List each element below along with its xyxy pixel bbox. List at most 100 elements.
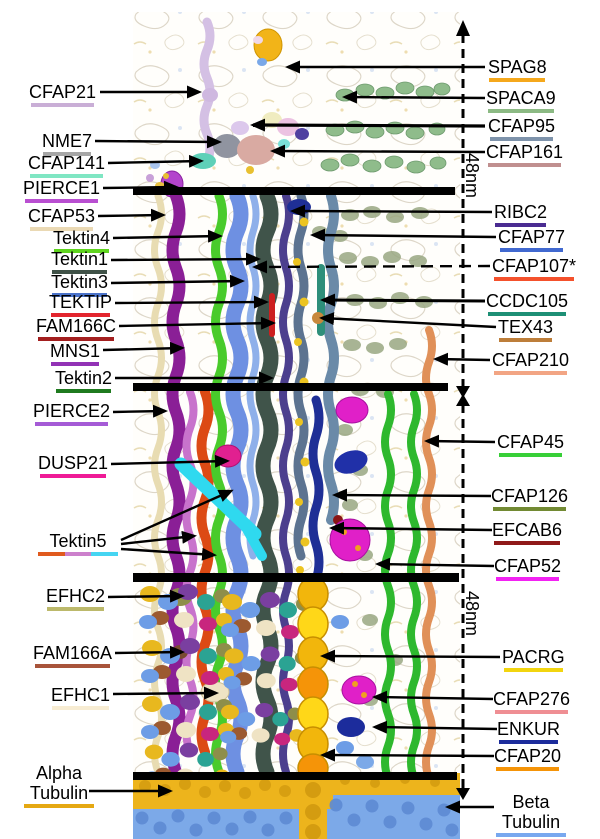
label-text: CFAP276 [493, 689, 571, 709]
label-tektin1: Tektin1 [51, 249, 108, 274]
label-cfap52: CFAP52 [494, 556, 561, 581]
label-text: CCDC105 [486, 291, 569, 311]
label-underline [495, 767, 560, 771]
label-text: CFAP53 [27, 206, 95, 226]
label-underline [494, 710, 569, 714]
label-text: CFAP126 [491, 486, 569, 506]
label-text: CFAP45 [497, 432, 565, 452]
label-text: CFAP20 [494, 746, 562, 766]
label-text: Beta Tubulin [501, 792, 561, 832]
label-cfap276: CFAP276 [493, 689, 570, 714]
label-ccdc105: CCDC105 [486, 291, 568, 316]
label-underline [52, 270, 107, 274]
label-underline [494, 277, 574, 281]
label-underline [495, 223, 546, 227]
label-pierce1: PIERCE1 [23, 178, 100, 203]
label-underline [498, 740, 559, 744]
underline-segment [64, 552, 92, 556]
label-tektin3: Tektin3 [51, 272, 108, 297]
scale-label-top: 48nm [462, 153, 482, 199]
label-text: CFAP141 [27, 153, 105, 173]
label-underline-tricolor [38, 552, 119, 556]
label-underline [489, 78, 546, 82]
label-underline [487, 109, 554, 113]
label-text: SPACA9 [486, 88, 556, 108]
label-text: PACRG [502, 647, 565, 667]
underline-segment [91, 552, 119, 556]
label-tektin5: Tektin5 [38, 531, 119, 556]
label-underline [499, 338, 552, 342]
label-underline [498, 453, 563, 457]
label-tektin4: Tektin4 [53, 228, 110, 253]
label-text: PIERCE2 [32, 401, 110, 421]
label-underline [30, 103, 95, 107]
label-tex43: TEX43 [498, 317, 553, 342]
label-beta-tubulin: Beta Tubulin [494, 792, 568, 837]
label-underline [47, 607, 104, 611]
label-spaca9: SPACA9 [486, 88, 556, 113]
label-text: TEKTIP [48, 292, 112, 312]
label-underline [51, 362, 99, 366]
label-text: Tektin4 [52, 228, 110, 248]
label-cfap210: CFAP210 [492, 350, 569, 375]
label-underline [37, 337, 114, 341]
label-text: EFHC2 [45, 586, 105, 606]
underline-segment [38, 552, 65, 556]
label-nme7: NME7 [42, 131, 92, 156]
label-underline [487, 163, 562, 167]
label-underline [50, 313, 111, 317]
label-cfap20: CFAP20 [494, 746, 561, 771]
label-text: DUSP21 [37, 453, 108, 473]
label-underline [34, 422, 109, 426]
scale-label-bottom: 48nm [462, 591, 482, 637]
label-underline [34, 664, 111, 668]
label-underline [495, 577, 560, 581]
label-text: NME7 [41, 131, 92, 151]
label-fam166a: FAM166A [33, 643, 112, 668]
label-efhc1: EFHC1 [51, 685, 110, 710]
label-text: CFAP95 [488, 116, 556, 136]
label-cfap21: CFAP21 [29, 82, 96, 107]
register-bars [133, 187, 459, 780]
label-text: Tektin3 [50, 272, 108, 292]
leader-arrows [89, 60, 501, 814]
label-cfap141: CFAP141 [28, 153, 105, 178]
label-text: Tektin1 [50, 249, 108, 269]
label-text: SPAG8 [488, 57, 547, 77]
label-text: MNS1 [49, 341, 100, 361]
label-underline [43, 152, 91, 156]
label-text: ENKUR [497, 719, 561, 739]
label-text: PIERCE1 [22, 178, 100, 198]
label-underline [489, 137, 554, 141]
label-tektip: TEKTIP [49, 292, 112, 317]
label-cfap45: CFAP45 [497, 432, 564, 457]
label-pierce2: PIERCE2 [33, 401, 110, 426]
label-pacrg: PACRG [502, 647, 565, 672]
label-text: TEX43 [498, 317, 554, 337]
label-spag8: SPAG8 [488, 57, 547, 82]
label-fam166c: FAM166C [36, 316, 116, 341]
label-underline [54, 249, 109, 253]
label-mns1: MNS1 [50, 341, 100, 366]
label-underline [29, 174, 104, 178]
label-tektin2: Tektin2 [55, 368, 112, 393]
label-text: FAM166A [32, 643, 112, 663]
label-text: CFAP161 [486, 142, 564, 162]
label-text: EFHC1 [50, 685, 110, 705]
label-efhc2: EFHC2 [46, 586, 105, 611]
label-underline [56, 389, 111, 393]
label-cfap107: CFAP107* [492, 256, 576, 281]
label-underline [493, 371, 568, 375]
label-text: CFAP210 [492, 350, 570, 370]
label-alpha-tubulin: Alpha Tubulin [22, 763, 96, 808]
bottom-cluster [139, 584, 374, 787]
label-underline [29, 227, 94, 231]
label-text: Alpha Tubulin [29, 763, 89, 803]
label-underline [488, 312, 566, 316]
label-underline [24, 199, 99, 203]
label-text: CFAP77 [498, 227, 566, 247]
label-text: RIBC2 [494, 202, 548, 222]
label-underline [499, 248, 564, 252]
